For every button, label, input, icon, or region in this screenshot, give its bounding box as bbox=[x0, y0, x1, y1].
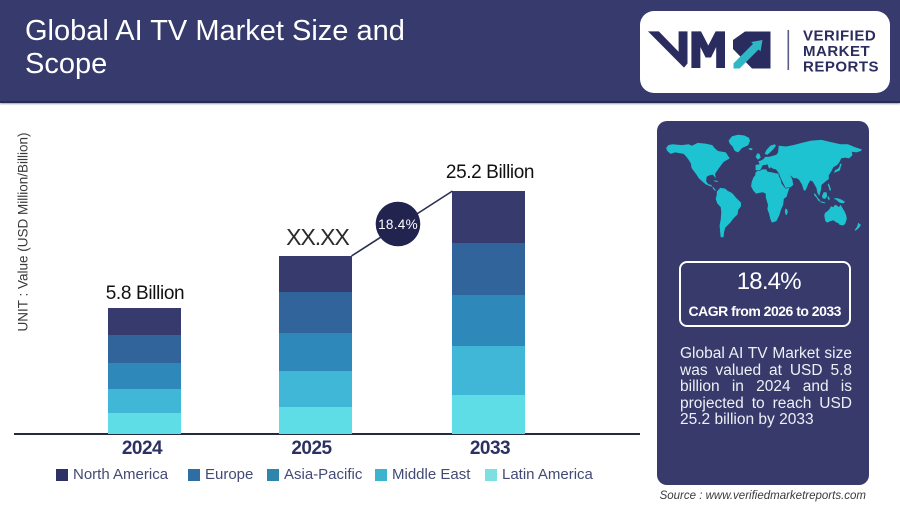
svg-text:MARKET: MARKET bbox=[803, 43, 870, 60]
svg-text:REPORTS: REPORTS bbox=[803, 58, 879, 75]
svg-text:VERIFIED: VERIFIED bbox=[803, 28, 876, 45]
svg-text:18.4%: 18.4% bbox=[378, 217, 418, 232]
